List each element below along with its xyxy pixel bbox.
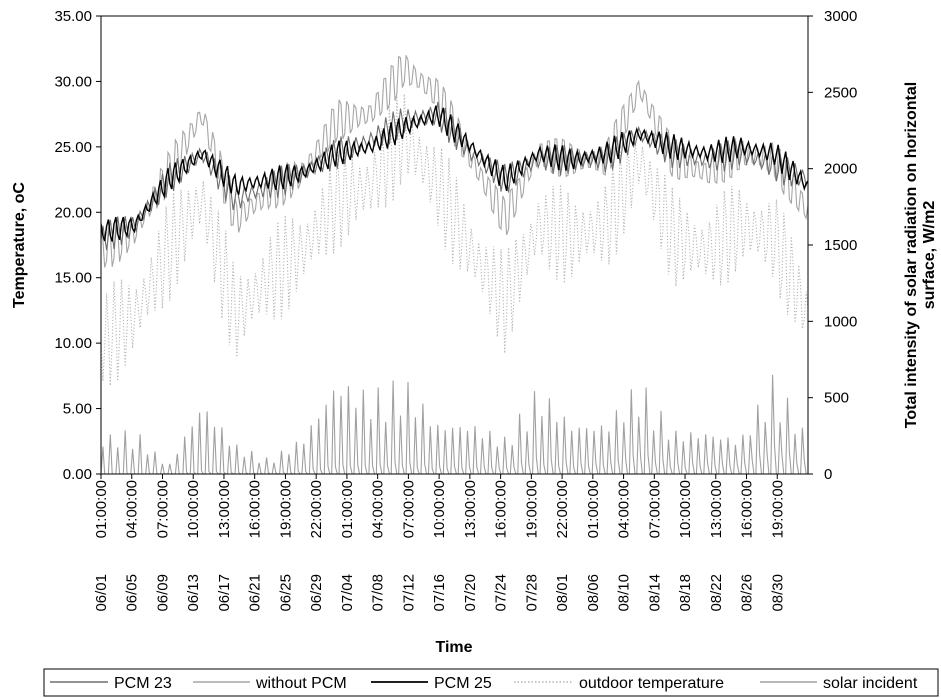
x-tick-time-label: 19:00:00 — [277, 480, 294, 538]
series-layer — [101, 55, 808, 474]
x-tick-date-label: 06/01 — [93, 574, 110, 612]
y-right-tick-label: 3000 — [824, 8, 857, 25]
x-tick-time-label: 16:00:00 — [493, 480, 510, 538]
x-tick-date-label: 08/18 — [677, 574, 694, 612]
x-tick-date-label: 07/04 — [339, 574, 356, 612]
x-tick-date-label: 06/05 — [124, 574, 141, 612]
x-tick-time-label: 07:00:00 — [400, 480, 417, 538]
x-tick-date-label: 06/17 — [216, 574, 233, 612]
x-tick-date-label: 08/22 — [708, 574, 725, 612]
x-tick-time-label: 07:00:00 — [154, 480, 171, 538]
y-right-tick-label: 2500 — [824, 84, 857, 101]
x-tick-time-label: 16:00:00 — [247, 480, 264, 538]
y-axis-left-title: Temperature, oC — [11, 182, 28, 308]
x-tick-date-label: 06/13 — [185, 574, 202, 612]
x-tick-time-label: 22:00:00 — [554, 480, 571, 538]
y-right-tick-label: 0 — [824, 466, 832, 483]
x-tick-date-label: 07/24 — [493, 574, 510, 612]
x-tick-time-label: 10:00:00 — [185, 480, 202, 538]
x-tick-time-label: 19:00:00 — [523, 480, 540, 538]
x-tick-time-label: 04:00:00 — [616, 480, 633, 538]
x-tick-date-label: 07/08 — [370, 574, 387, 612]
y-left-tick-label: 30.00 — [54, 73, 92, 90]
x-tick-time-label: 04:00:00 — [370, 480, 387, 538]
x-tick-time-label: 19:00:00 — [769, 480, 786, 538]
y-right-tick-label: 2000 — [824, 161, 857, 178]
x-tick-date-label: 08/10 — [616, 574, 633, 612]
y-axis-right-title-line2: surface, W/m2 — [921, 201, 938, 310]
legend-label-pcm25: PCM 25 — [434, 675, 492, 692]
x-tick-date-label: 07/20 — [462, 574, 479, 612]
y-axis-right-title-line1: Total intensity of solar radiation on ho… — [903, 82, 920, 428]
y-left-tick-label: 20.00 — [54, 204, 92, 221]
legend-label-outdoor-temperature: outdoor temperature — [579, 675, 724, 692]
x-tick-time-label: 01:00:00 — [339, 480, 356, 538]
series-line-pcm-25 — [101, 105, 808, 242]
legend-label-pcm23: PCM 23 — [114, 675, 172, 692]
x-tick-time-label: 10:00:00 — [431, 480, 448, 538]
series-line-without-pcm — [101, 55, 808, 268]
x-tick-time-label: 13:00:00 — [708, 480, 725, 538]
x-tick-date-label: 08/26 — [739, 574, 756, 612]
y-right-tick-label: 1000 — [824, 313, 857, 330]
x-tick-date-label: 08/06 — [585, 574, 602, 612]
x-axis-title: Time — [435, 639, 472, 656]
y-left-tick-label: 35.00 — [54, 8, 92, 25]
x-tick-date-label: 06/25 — [277, 574, 294, 612]
x-tick-date-label: 08/30 — [769, 574, 786, 612]
x-tick-date-label: 07/28 — [523, 574, 540, 612]
x-tick-date-label: 08/01 — [554, 574, 571, 612]
x-tick-time-label: 04:00:00 — [124, 480, 141, 538]
x-tick-date-label: 06/21 — [247, 574, 264, 612]
y-left-tick-label: 25.00 — [54, 139, 92, 156]
y-right-tick-label: 500 — [824, 390, 849, 407]
x-tick-time-label: 16:00:00 — [739, 480, 756, 538]
series-line-solar-incident — [101, 374, 808, 474]
series-line-pcm-23 — [101, 101, 808, 251]
y-left-tick-label: 0.00 — [63, 466, 92, 483]
x-tick-date-label: 07/16 — [431, 574, 448, 612]
axes-layer: 0.00 5.00 10.00 15.00 20.00 25.00 30.00 35.00 0 5… — [54, 8, 857, 612]
y-left-tick-label: 5.00 — [63, 401, 92, 418]
x-tick-date-label: 06/09 — [154, 574, 171, 612]
x-tick-date-label: 06/29 — [308, 574, 325, 612]
x-tick-time-label: 10:00:00 — [677, 480, 694, 538]
y-left-tick-label: 15.00 — [54, 270, 92, 287]
x-tick-date-label: 08/14 — [646, 574, 663, 612]
x-tick-time-label: 01:00:00 — [93, 480, 110, 538]
x-tick-time-label: 07:00:00 — [646, 480, 663, 538]
x-tick-time-label: 13:00:00 — [216, 480, 233, 538]
y-left-tick-label: 10.00 — [54, 335, 92, 352]
y-right-tick-label: 1500 — [824, 237, 857, 254]
x-tick-time-label: 13:00:00 — [462, 480, 479, 538]
legend-label-solar-incident: solar incident — [823, 675, 918, 692]
x-tick-time-label: 01:00:00 — [585, 480, 602, 538]
x-tick-date-label: 07/12 — [400, 574, 417, 612]
x-tick-time-label: 22:00:00 — [308, 480, 325, 538]
legend-label-without-pcm: without PCM — [255, 675, 347, 692]
legend: PCM 23 without PCM PCM 25 outdoor temper… — [43, 668, 939, 697]
